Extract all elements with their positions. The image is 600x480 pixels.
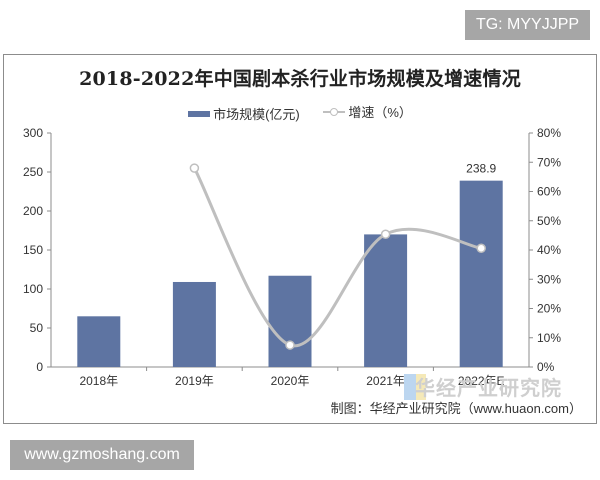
right-axis-tick-label: 40% bbox=[537, 243, 561, 257]
legend-label-market-size: 市场规模(亿元) bbox=[213, 107, 300, 122]
chart-source: 制图：华经产业研究院（www.huaon.com） bbox=[330, 401, 582, 416]
bar bbox=[77, 316, 121, 367]
bar bbox=[364, 234, 408, 367]
bar bbox=[459, 180, 503, 367]
line-marker-swatch-icon bbox=[323, 107, 346, 117]
growth-line bbox=[193, 167, 482, 348]
logo-watermark: 华经产业研究院 bbox=[415, 378, 562, 400]
legend-label-growth: 增速（%） bbox=[348, 105, 412, 120]
left-axis-tick-label: 300 bbox=[23, 126, 43, 140]
left-y-axis: 0 50 100 150 200 250 300 bbox=[23, 126, 52, 374]
left-axis-tick-label: 200 bbox=[23, 204, 43, 218]
right-axis-tick-label: 0% bbox=[537, 360, 555, 374]
watermark-bottom: www.gzmoshang.com bbox=[10, 440, 194, 470]
watermark-top: TG: MYYJJPP bbox=[465, 10, 590, 40]
bar-series bbox=[77, 180, 503, 367]
bar-swatch-icon bbox=[188, 110, 211, 117]
logo-mark-icon bbox=[404, 374, 416, 400]
data-labels: 238.9 bbox=[466, 162, 496, 176]
right-axis-tick-label: 50% bbox=[537, 214, 561, 228]
logo-mark-accent-icon bbox=[416, 374, 426, 400]
chart-title: 2018-2022年中国剧本杀行业市场规模及增速情况 bbox=[79, 68, 521, 90]
legend-item-market-size: 市场规模(亿元) bbox=[188, 104, 300, 123]
right-y-axis: 0% 10% 20% 30% 40% 50% 60% 70% 80% bbox=[528, 126, 561, 374]
legend-item-growth: 增速（%） bbox=[323, 102, 412, 121]
growth-line-series bbox=[189, 163, 486, 350]
left-axis-tick-label: 150 bbox=[23, 243, 43, 257]
bar bbox=[268, 275, 312, 367]
x-axis-tick-label: 2019年 bbox=[175, 374, 214, 388]
growth-point-marker bbox=[285, 340, 295, 350]
right-axis-tick-label: 30% bbox=[537, 272, 561, 286]
x-axis-tick-label: 2020年 bbox=[271, 374, 310, 388]
bar-value-label: 238.9 bbox=[466, 162, 496, 176]
left-axis-tick-label: 100 bbox=[23, 282, 43, 296]
left-axis-tick-label: 50 bbox=[30, 321, 44, 335]
right-axis-tick-label: 70% bbox=[537, 155, 561, 169]
bar bbox=[172, 281, 216, 367]
right-axis-tick-label: 60% bbox=[537, 185, 561, 199]
chart-legend: 市场规模(亿元) 增速（%） bbox=[0, 102, 600, 123]
right-axis-tick-label: 10% bbox=[537, 331, 561, 345]
left-axis-tick-label: 250 bbox=[23, 165, 43, 179]
left-axis-tick-label: 0 bbox=[36, 360, 43, 374]
x-axis-tick-label: 2022年E bbox=[458, 374, 505, 388]
x-axis-tick-label: 2018年 bbox=[79, 374, 118, 388]
right-axis-tick-label: 80% bbox=[537, 126, 561, 140]
growth-point-marker bbox=[189, 163, 200, 173]
right-axis-tick-label: 20% bbox=[537, 302, 561, 316]
x-axis-tick-label: 2021年 bbox=[366, 374, 405, 388]
growth-point-marker bbox=[380, 229, 391, 239]
growth-point-marker bbox=[476, 243, 486, 253]
